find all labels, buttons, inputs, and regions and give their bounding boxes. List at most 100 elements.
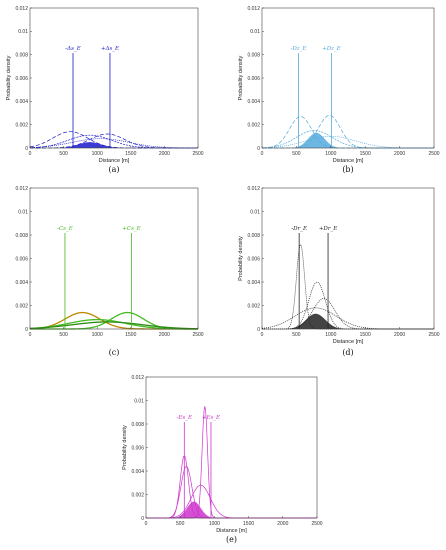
x-tick-label: 2500 bbox=[192, 332, 203, 338]
x-tick-label: 500 bbox=[176, 521, 185, 527]
y-tick-label: 0.006 bbox=[247, 76, 260, 82]
y-tick-label: 0.006 bbox=[247, 256, 260, 262]
y-tick-label: 0.008 bbox=[15, 233, 28, 239]
density-curve-0 bbox=[146, 455, 317, 519]
y-axis-label: Probability density bbox=[238, 236, 244, 281]
panel-b: -Dz_E +Dz_E 0 500 1000 1500 2000 2500 0 0.002 0.00… bbox=[238, 6, 440, 174]
y-tick-label: 0.01 bbox=[18, 209, 28, 215]
y-tick-label: 0.008 bbox=[131, 422, 144, 428]
x-tick-label: 2000 bbox=[277, 521, 288, 527]
density-curve-3 bbox=[29, 138, 199, 149]
x-axis-label: Distance [m] bbox=[216, 528, 247, 534]
bound-label-1: +Dz_E bbox=[322, 46, 341, 52]
x-tick-label: 500 bbox=[292, 332, 301, 338]
y-tick-label: 0.004 bbox=[15, 280, 28, 286]
density-fill-4 bbox=[262, 313, 434, 329]
panel-e: -Es_E +Es_E 0 500 1000 1500 2000 2500 0 0.002 0.00… bbox=[122, 375, 323, 544]
y-tick-label: 0 bbox=[141, 516, 144, 522]
bound-label-1: +Δs_E bbox=[101, 46, 119, 52]
x-tick-label: 1000 bbox=[209, 521, 220, 527]
x-axis-label: Distance [m] bbox=[99, 158, 130, 164]
y-tick-label: 0.004 bbox=[15, 99, 28, 105]
bound-label-0: -Cs_E bbox=[57, 226, 73, 232]
density-fill-4 bbox=[262, 132, 434, 148]
x-tick-label: 1000 bbox=[92, 151, 103, 157]
x-tick-label: 0 bbox=[29, 332, 32, 338]
bound-label-1: +Cs_E bbox=[122, 226, 140, 232]
panel-label: (a) bbox=[108, 165, 119, 174]
bound-label-0: -Δs_E bbox=[65, 46, 80, 52]
plot-frame bbox=[261, 7, 435, 149]
panel-c: -Cs_E +Cs_E 0 500 1000 1500 2000 2500 0 0.002 0.00… bbox=[15, 186, 203, 357]
y-tick-label: 0.01 bbox=[134, 398, 144, 404]
y-tick-label: 0.008 bbox=[15, 52, 28, 58]
density-curve-3 bbox=[261, 135, 434, 149]
y-tick-label: 0.012 bbox=[247, 186, 260, 192]
y-tick-label: 0.004 bbox=[247, 280, 260, 286]
y-tick-label: 0.008 bbox=[247, 52, 260, 58]
x-tick-label: 1500 bbox=[360, 151, 371, 157]
y-tick-label: 0 bbox=[25, 327, 28, 333]
y-tick-label: 0.01 bbox=[250, 29, 260, 35]
density-curve-2 bbox=[146, 465, 317, 519]
y-tick-label: 0.002 bbox=[15, 303, 28, 309]
x-tick-label: 2000 bbox=[159, 332, 170, 338]
x-tick-label: 500 bbox=[292, 151, 301, 157]
y-tick-label: 0.012 bbox=[131, 375, 144, 381]
x-tick-label: 500 bbox=[59, 332, 68, 338]
plot-frame bbox=[29, 7, 199, 149]
x-tick-label: 2500 bbox=[428, 151, 439, 157]
x-tick-label: 2500 bbox=[428, 332, 439, 338]
y-axis-label: Probability density bbox=[238, 55, 244, 100]
y-tick-label: 0.012 bbox=[247, 6, 260, 12]
y-tick-label: 0.01 bbox=[18, 29, 28, 35]
y-tick-label: 0.002 bbox=[131, 492, 144, 498]
panel-label: (b) bbox=[342, 165, 353, 174]
y-tick-label: 0.002 bbox=[247, 122, 260, 128]
density-curve-3 bbox=[146, 484, 317, 519]
density-curve-0 bbox=[262, 243, 434, 330]
panel-a: -Δs_E +Δs_E 0 500 1000 1500 2000 2500 0 0.002 0.00… bbox=[6, 6, 204, 174]
y-tick-label: 0.006 bbox=[15, 76, 28, 82]
y-tick-label: 0.002 bbox=[15, 122, 28, 128]
y-tick-label: 0.004 bbox=[247, 99, 260, 105]
y-tick-label: 0.01 bbox=[250, 209, 260, 215]
y-tick-label: 0.012 bbox=[15, 186, 28, 192]
x-tick-label: 2500 bbox=[311, 521, 322, 527]
density-curve-3 bbox=[261, 307, 434, 330]
x-tick-label: 1500 bbox=[125, 332, 136, 338]
x-tick-label: 1500 bbox=[360, 332, 371, 338]
density-curve-0 bbox=[261, 116, 434, 149]
x-tick-label: 0 bbox=[261, 332, 264, 338]
plot-frame bbox=[145, 376, 318, 519]
x-tick-label: 0 bbox=[261, 151, 264, 157]
density-curve-2 bbox=[262, 298, 434, 330]
panel-label: (c) bbox=[109, 348, 120, 357]
x-tick-label: 1000 bbox=[325, 151, 336, 157]
y-tick-label: 0.004 bbox=[131, 469, 144, 475]
x-tick-label: 1500 bbox=[243, 521, 254, 527]
density-curve-1 bbox=[146, 406, 317, 519]
y-tick-label: 0.008 bbox=[247, 233, 260, 239]
y-tick-label: 0.006 bbox=[131, 445, 144, 451]
y-tick-label: 0 bbox=[25, 146, 28, 152]
y-tick-label: 0.002 bbox=[247, 303, 260, 309]
density-curve-1 bbox=[30, 133, 198, 149]
bound-label-0: -Dz_E bbox=[290, 46, 306, 52]
x-axis-label: Distance [m] bbox=[333, 339, 364, 345]
bound-label-1: +Es_E bbox=[202, 415, 220, 421]
bound-label-1: +Dr_E bbox=[319, 226, 337, 232]
density-curve-2 bbox=[29, 318, 198, 330]
x-tick-label: 1000 bbox=[92, 332, 103, 338]
density-fill-4 bbox=[146, 501, 317, 518]
y-axis-label: Probability density bbox=[6, 55, 12, 100]
y-tick-label: 0.012 bbox=[15, 6, 28, 12]
x-tick-label: 0 bbox=[29, 151, 32, 157]
bound-label-0: -Es_E bbox=[177, 415, 192, 421]
x-tick-label: 2000 bbox=[394, 332, 405, 338]
y-tick-label: 0 bbox=[257, 327, 260, 333]
density-curve-2 bbox=[261, 130, 434, 149]
panel-label: (e) bbox=[226, 535, 237, 544]
density-curve-3 bbox=[29, 321, 199, 330]
y-tick-label: 0.006 bbox=[15, 256, 28, 262]
